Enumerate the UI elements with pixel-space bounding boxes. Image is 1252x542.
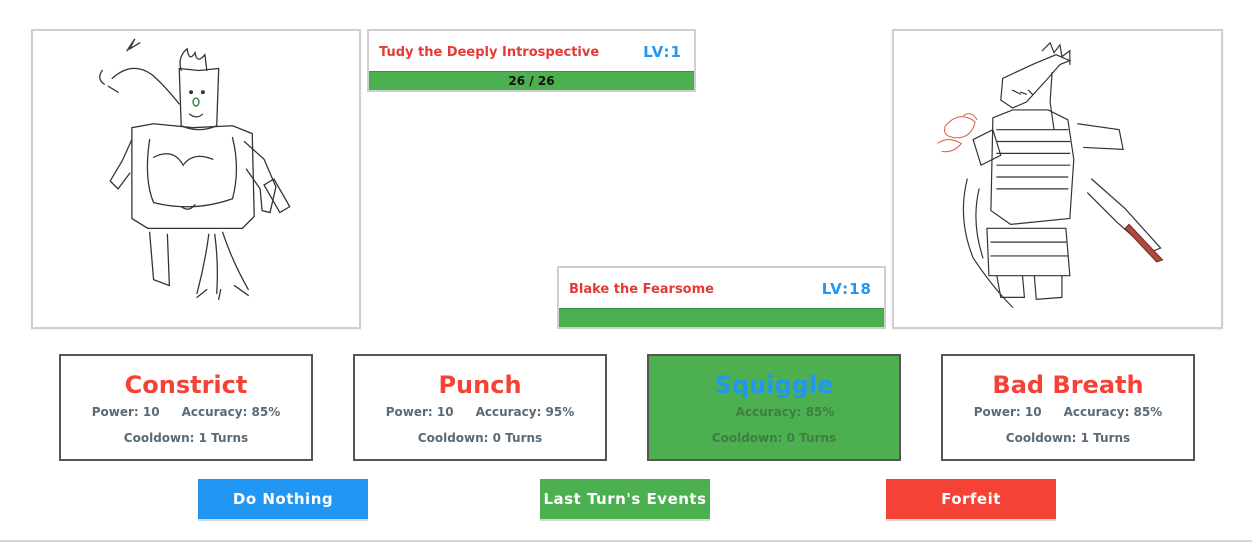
- move-card-punch[interactable]: Punch Power: 10 Accuracy: 95% Cooldown: …: [353, 354, 607, 461]
- move-name: Bad Breath: [992, 371, 1144, 399]
- move-card-squiggle[interactable]: Squiggle Accuracy: 85% Cooldown: 0 Turns: [647, 354, 901, 461]
- enemy-hp-bar: [559, 308, 884, 327]
- move-cooldown: Cooldown: 0 Turns: [417, 431, 543, 445]
- player-status-panel: Tudy the Deeply Introspective LV:1 26 / …: [367, 29, 696, 92]
- move-name: Squiggle: [714, 371, 834, 399]
- move-power: Power: 10: [385, 405, 454, 419]
- enemy-status-header: Blake the Fearsome LV:18: [559, 268, 884, 307]
- enemy-name: Blake the Fearsome: [569, 282, 714, 297]
- move-accuracy: Accuracy: 85%: [1063, 405, 1163, 419]
- move-name: Constrict: [124, 371, 248, 399]
- move-card-constrict[interactable]: Constrict Power: 10 Accuracy: 85% Cooldo…: [59, 354, 313, 461]
- move-stats: Power: 10 Accuracy: 95%: [355, 405, 605, 419]
- enemy-level: LV:18: [821, 280, 872, 298]
- do-nothing-button[interactable]: Do Nothing: [198, 479, 368, 519]
- last-turn-events-button[interactable]: Last Turn's Events: [540, 479, 710, 519]
- move-accuracy: Accuracy: 95%: [475, 405, 575, 419]
- move-cooldown: Cooldown: 1 Turns: [1005, 431, 1131, 445]
- move-accuracy: Accuracy: 85%: [735, 405, 835, 419]
- player-status-header: Tudy the Deeply Introspective LV:1: [369, 31, 694, 70]
- player-level: LV:1: [643, 43, 682, 61]
- move-power: Power: 10: [91, 405, 160, 419]
- bottom-divider: [0, 540, 1252, 542]
- move-cooldown: Cooldown: 1 Turns: [123, 431, 249, 445]
- move-card-bad-breath[interactable]: Bad Breath Power: 10 Accuracy: 85% Coold…: [941, 354, 1195, 461]
- player-portrait: [31, 29, 361, 329]
- enemy-status-panel: Blake the Fearsome LV:18: [557, 266, 886, 329]
- move-cooldown: Cooldown: 0 Turns: [711, 431, 837, 445]
- player-sketch-image: [99, 38, 291, 301]
- move-stats: Power: 10 Accuracy: 85%: [943, 405, 1193, 419]
- forfeit-button[interactable]: Forfeit: [886, 479, 1056, 519]
- move-power: Power: 10: [973, 405, 1042, 419]
- player-name: Tudy the Deeply Introspective: [379, 45, 600, 60]
- enemy-portrait: [892, 29, 1223, 329]
- player-hp-text: 26 / 26: [508, 74, 555, 88]
- move-stats: Power: 10 Accuracy: 85%: [61, 405, 311, 419]
- move-accuracy: Accuracy: 85%: [181, 405, 281, 419]
- enemy-sketch-image: [937, 41, 1164, 308]
- move-name: Punch: [438, 371, 522, 399]
- player-hp-bar: 26 / 26: [369, 71, 694, 90]
- move-stats: Accuracy: 85%: [649, 405, 899, 419]
